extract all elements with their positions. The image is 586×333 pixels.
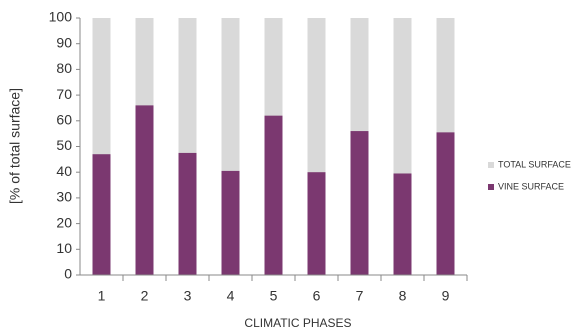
x-tick-label: 3 [184,288,192,304]
x-tick-label: 4 [227,288,235,304]
y-tick-label: 60 [56,112,72,128]
y-tick-label: 20 [56,214,72,230]
bar [178,152,197,275]
x-tick-label: 5 [270,288,278,304]
y-tick-label: 90 [56,34,72,50]
legend-swatch [488,184,494,190]
x-tick-label: 2 [141,288,149,304]
x-axis-title: CLIMATIC PHASES [244,316,351,330]
y-axis-title: [% of total surface] [7,88,23,204]
x-tick-label: 6 [313,288,321,304]
legend-label: TOTAL SURFACE [498,159,571,169]
y-tick-label: 80 [56,60,72,76]
y-tick-label: 50 [56,137,72,153]
y-tick-label: 100 [49,9,73,25]
x-tick-label: 1 [98,288,106,304]
x-tick-label: 8 [399,288,407,304]
bar [221,170,240,275]
bar [307,172,326,275]
bar [350,131,369,275]
bar [393,173,412,275]
bar [92,154,111,275]
x-tick-label: 7 [356,288,364,304]
legend-swatch [488,162,494,168]
y-tick-label: 40 [56,163,72,179]
y-tick-label: 70 [56,86,72,102]
legend-label: VINE SURFACE [498,181,564,191]
bar [264,115,283,275]
x-tick-label: 9 [442,288,450,304]
y-tick-label: 0 [64,266,72,282]
y-tick-label: 10 [56,240,72,256]
bar [436,132,455,275]
bar [135,105,154,275]
y-tick-label: 30 [56,189,72,205]
